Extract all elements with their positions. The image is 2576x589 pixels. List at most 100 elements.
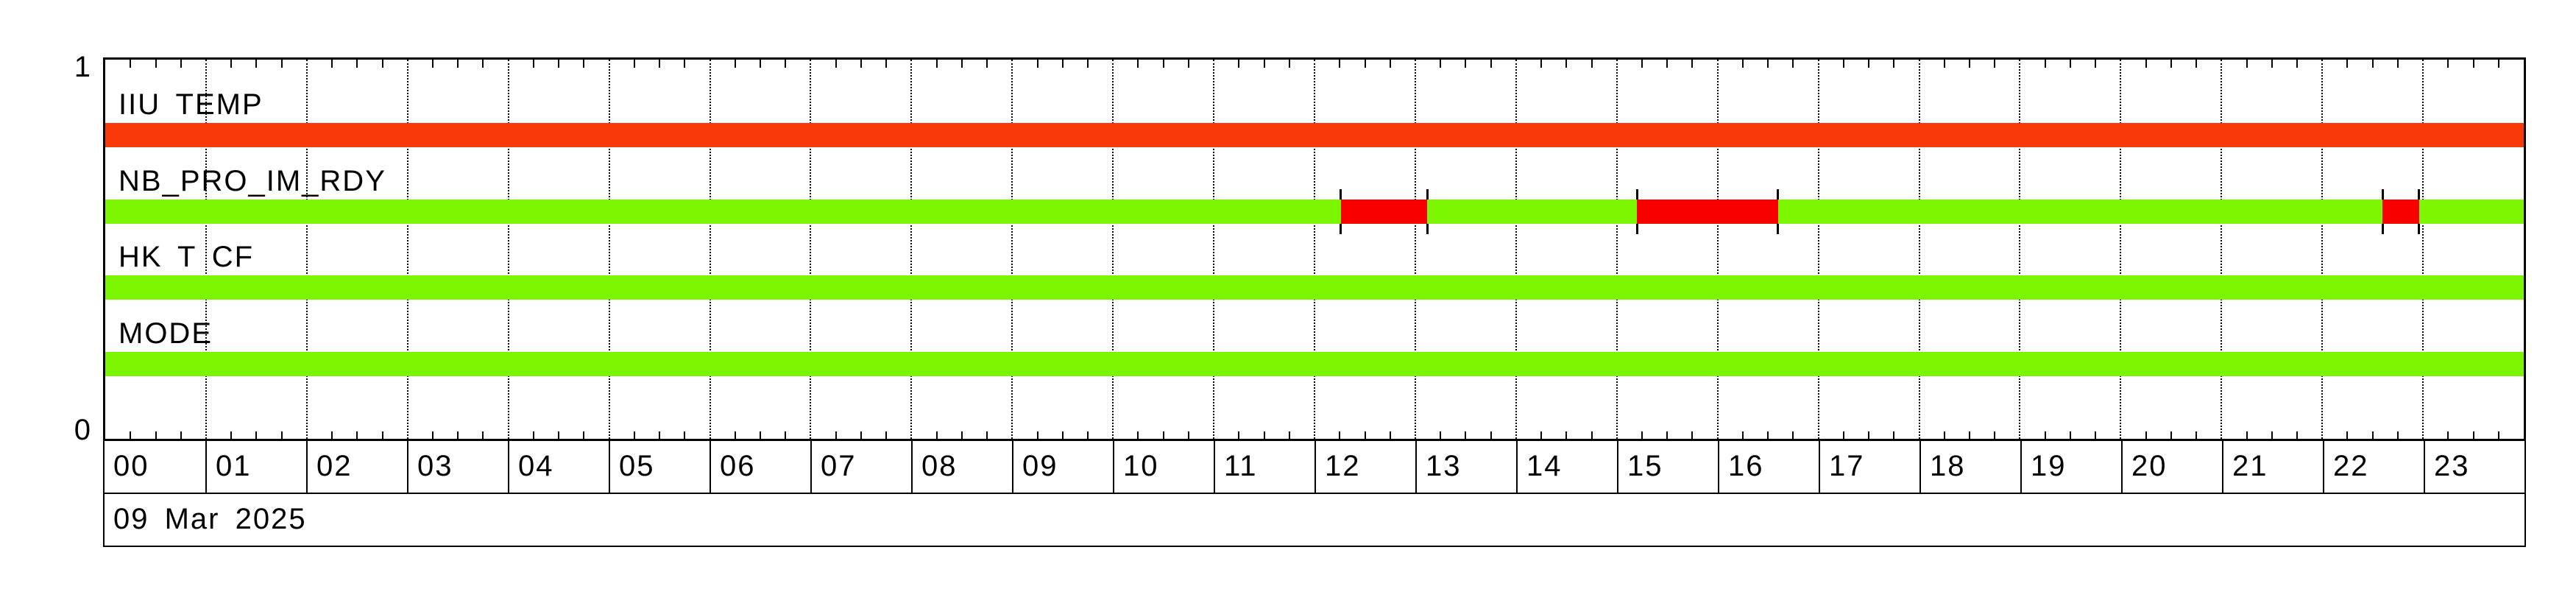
minor-tick-bottom bbox=[1666, 431, 1669, 439]
minor-tick-top bbox=[1389, 60, 1391, 68]
minor-tick-bottom bbox=[155, 431, 157, 439]
minor-tick-top bbox=[255, 60, 258, 68]
hour-cell: 15 bbox=[1617, 441, 1718, 493]
minor-tick-bottom bbox=[935, 431, 938, 439]
hour-cell: 20 bbox=[2121, 441, 2222, 493]
hour-cell: 19 bbox=[2020, 441, 2121, 493]
minor-tick-bottom bbox=[1440, 431, 1442, 439]
minor-tick-top bbox=[1263, 60, 1265, 68]
minor-tick-bottom bbox=[1540, 431, 1543, 439]
minor-tick-bottom bbox=[1389, 431, 1391, 439]
minor-tick-top bbox=[633, 60, 635, 68]
minor-tick-top bbox=[331, 60, 333, 68]
minor-tick-bottom bbox=[1691, 431, 1694, 439]
hour-cell: 17 bbox=[1819, 441, 1919, 493]
plot-area: IIU TEMP NB_PRO_IM_RDY HK T CF MODE bbox=[103, 57, 2526, 441]
minor-tick-top bbox=[785, 60, 787, 68]
hour-gridline bbox=[709, 60, 711, 439]
minor-tick-top bbox=[432, 60, 434, 68]
minor-tick-bottom bbox=[1741, 431, 1744, 439]
minor-tick-bottom bbox=[1187, 431, 1189, 439]
minor-tick-bottom bbox=[2044, 431, 2046, 439]
date-row: 09 Mar 2025 bbox=[103, 494, 2526, 547]
hour-gridline bbox=[2019, 60, 2021, 439]
minor-tick-bottom bbox=[1364, 431, 1366, 439]
minor-tick-top bbox=[2396, 60, 2399, 68]
minor-tick-top bbox=[1036, 60, 1038, 68]
row-label: MODE bbox=[118, 317, 213, 350]
hour-cell: 01 bbox=[205, 441, 306, 493]
minor-tick-top bbox=[935, 60, 938, 68]
minor-tick-bottom bbox=[1565, 431, 1568, 439]
date-label: 09 Mar 2025 bbox=[113, 503, 307, 535]
minor-tick-top bbox=[835, 60, 837, 68]
hour-gridline bbox=[1918, 60, 1920, 439]
minor-tick-bottom bbox=[482, 431, 484, 439]
hour-gridline bbox=[507, 60, 509, 439]
minor-tick-top bbox=[230, 60, 233, 68]
hour-cell: 08 bbox=[911, 441, 1012, 493]
minor-tick-top bbox=[2095, 60, 2097, 68]
status-bar-segment bbox=[1777, 199, 2383, 224]
minor-tick-top bbox=[960, 60, 963, 68]
minor-tick-top bbox=[356, 60, 358, 68]
status-bar-segment bbox=[1427, 199, 1638, 224]
minor-tick-top bbox=[1364, 60, 1366, 68]
minor-tick-top bbox=[1767, 60, 1769, 68]
minor-tick-top bbox=[2145, 60, 2147, 68]
minor-tick-bottom bbox=[180, 431, 182, 439]
minor-tick-top bbox=[1465, 60, 1467, 68]
minor-tick-bottom bbox=[2271, 431, 2273, 439]
hour-gridline bbox=[1112, 60, 1114, 439]
minor-tick-top bbox=[2472, 60, 2474, 68]
hour-cell: 18 bbox=[1919, 441, 2020, 493]
minor-tick-bottom bbox=[659, 431, 660, 439]
hour-cell: 14 bbox=[1516, 441, 1617, 493]
hour-gridline bbox=[608, 60, 610, 439]
hour-gridline bbox=[1716, 60, 1719, 439]
minor-tick-top bbox=[457, 60, 459, 68]
transition-marker bbox=[2418, 188, 2421, 200]
minor-tick-bottom bbox=[1994, 431, 1996, 439]
transition-marker bbox=[1340, 188, 1342, 200]
minor-tick-bottom bbox=[1288, 431, 1290, 439]
minor-tick-bottom bbox=[583, 431, 585, 439]
hour-cell: 05 bbox=[609, 441, 710, 493]
minor-tick-top bbox=[2497, 60, 2499, 68]
hour-gridline bbox=[305, 60, 308, 439]
hour-gridline bbox=[1515, 60, 1517, 439]
minor-tick-top bbox=[2296, 60, 2298, 68]
minor-tick-bottom bbox=[1086, 431, 1089, 439]
minor-tick-bottom bbox=[1137, 431, 1139, 439]
minor-tick-bottom bbox=[1842, 431, 1844, 439]
hour-cell: 23 bbox=[2424, 441, 2524, 493]
minor-tick-bottom bbox=[2145, 431, 2147, 439]
minor-tick-top bbox=[1187, 60, 1189, 68]
status-bar-segment bbox=[2418, 199, 2524, 224]
status-bar-segment bbox=[105, 275, 2524, 300]
minor-tick-top bbox=[1994, 60, 1996, 68]
transition-marker bbox=[2418, 223, 2421, 234]
status-bar-segment bbox=[105, 199, 1341, 224]
minor-tick-bottom bbox=[1868, 431, 1869, 439]
minor-tick-top bbox=[155, 60, 157, 68]
minor-tick-top bbox=[2447, 60, 2449, 68]
hour-gridline bbox=[2321, 60, 2324, 439]
minor-tick-top bbox=[1137, 60, 1139, 68]
minor-tick-top bbox=[734, 60, 736, 68]
row-label: HK T CF bbox=[118, 241, 255, 274]
y-axis-label-top: 1 bbox=[74, 51, 91, 83]
minor-tick-bottom bbox=[2069, 431, 2071, 439]
minor-tick-bottom bbox=[2346, 431, 2349, 439]
minor-tick-top bbox=[1440, 60, 1442, 68]
minor-tick-bottom bbox=[331, 431, 333, 439]
hour-gridline bbox=[910, 60, 913, 439]
minor-tick-top bbox=[2195, 60, 2197, 68]
minor-tick-bottom bbox=[2447, 431, 2449, 439]
minor-tick-top bbox=[986, 60, 988, 68]
hour-cell: 06 bbox=[710, 441, 810, 493]
hour-cell: 02 bbox=[306, 441, 407, 493]
minor-tick-bottom bbox=[1162, 431, 1164, 439]
hour-cell: 11 bbox=[1214, 441, 1314, 493]
hour-gridline bbox=[1011, 60, 1013, 439]
